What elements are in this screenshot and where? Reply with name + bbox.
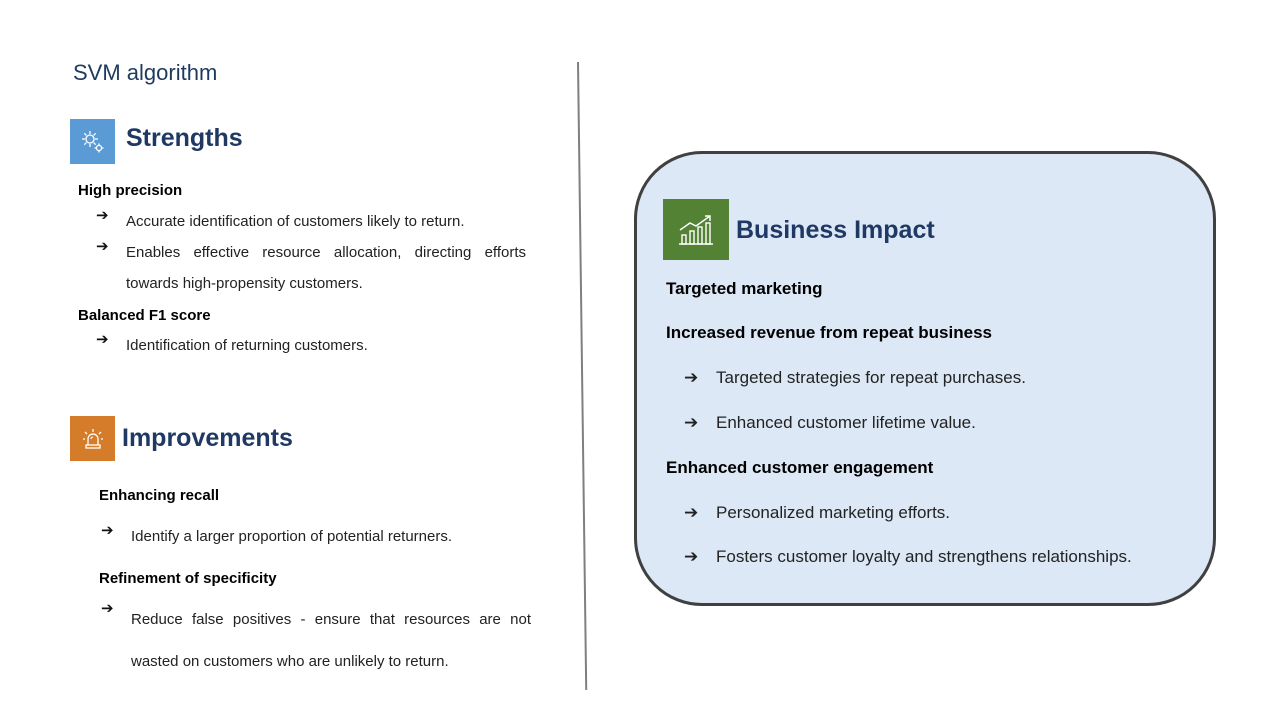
strength-bullet: ➔ Accurate identification of customers l… (96, 206, 526, 237)
vertical-divider (577, 61, 588, 690)
arrow-icon: ➔ (96, 207, 109, 224)
slide-title: SVM algorithm (73, 60, 218, 85)
growth-chart-icon (663, 199, 729, 260)
strength-bullet: ➔ Enables effective resource allocation,… (96, 237, 526, 299)
strength-group-title: Balanced F1 score (78, 307, 211, 324)
impact-bullet: ➔ Fosters customer loyalty and strengthe… (684, 547, 1132, 566)
siren-icon (70, 416, 115, 461)
business-impact-card (634, 151, 1216, 606)
impact-bullet: ➔ Personalized marketing efforts. (684, 503, 951, 522)
arrow-icon: ➔ (684, 368, 699, 387)
arrow-icon: ➔ (101, 522, 114, 539)
strength-group-title: High precision (78, 182, 183, 199)
arrow-icon: ➔ (96, 238, 109, 255)
strength-bullet: ➔ Identification of returning customers. (96, 330, 526, 361)
improvement-group-title: Refinement of specificity (99, 570, 277, 587)
improvement-group-title: Enhancing recall (99, 487, 220, 504)
arrow-icon: ➔ (684, 413, 699, 432)
gears-icon (70, 119, 115, 164)
arrow-icon: ➔ (96, 331, 109, 348)
arrow-icon: ➔ (101, 600, 114, 617)
impact-bullet: ➔ Targeted strategies for repeat purchas… (684, 368, 1026, 387)
strengths-heading: Strengths (126, 124, 243, 152)
improvements-heading: Improvements (122, 424, 293, 452)
impact-item-title: Increased revenue from repeat business (666, 323, 992, 342)
business-impact-heading: Business Impact (736, 216, 935, 244)
arrow-icon: ➔ (684, 503, 699, 522)
arrow-icon: ➔ (684, 547, 699, 566)
impact-item-title: Targeted marketing (666, 279, 823, 298)
impact-item-title: Enhanced customer engagement (666, 458, 934, 477)
improvement-bullet: ➔ Identify a larger proportion of potent… (101, 521, 531, 552)
impact-bullet: ➔ Enhanced customer lifetime value. (684, 413, 976, 432)
improvement-bullet: ➔ Reduce false positives - ensure that r… (101, 599, 531, 683)
